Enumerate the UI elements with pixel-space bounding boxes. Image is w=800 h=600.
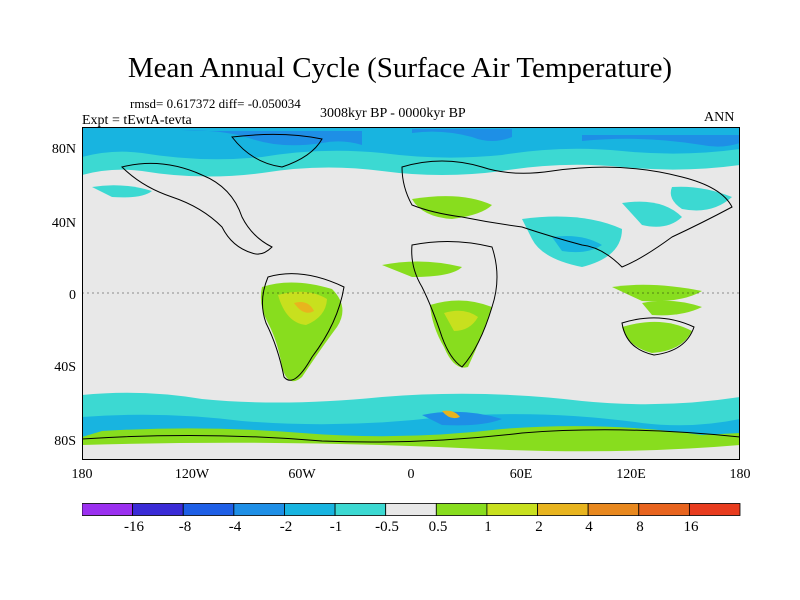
colorbar-box [537,503,589,516]
colorbar-box [182,503,235,516]
colorbar-box [638,503,690,516]
chart-title: Mean Annual Cycle (Surface Air Temperatu… [127,52,673,84]
stats-text: rmsd= 0.617372 diff= -0.050034 [130,96,301,111]
map-frame [82,127,740,460]
experiment-label: Expt = tEwtA-tevta [82,113,192,128]
colorbar-label: -2 [279,519,293,535]
colorbar-box [233,503,285,516]
colorbar-box [82,503,134,516]
colorbar-box [587,503,640,516]
colorbar-label: -1 [329,519,343,535]
colorbar-label: 0.5 [428,519,448,535]
south-america-anomaly [260,282,343,382]
colorbar-label: 4 [585,519,593,535]
colorbar-box [284,503,336,516]
colorbar-label: 1 [484,519,492,535]
colorbar-label: -8 [178,519,192,535]
lat-label-80n: 80N [51,142,76,157]
colorbar-label: 16 [683,519,699,535]
lon-label-60w: 60W [288,467,316,482]
colorbar-label: -16 [124,519,144,535]
lon-label-120e: 120E [616,467,646,482]
lat-label-40s: 40S [54,360,76,375]
colorbar-box [486,503,538,516]
lon-label-180e: 180 [729,467,751,482]
colorbar-label: -4 [228,519,242,535]
colorbar [82,503,741,516]
colorbar-label: 2 [535,519,543,535]
colorbar-box [132,503,184,516]
colorbar-label: -0.5 [375,519,399,535]
colorbar-box [435,503,488,516]
africa-anomaly [430,300,492,368]
lon-label-0: 0 [407,467,415,482]
colorbar-box [385,503,437,516]
period-label: 3008kyr BP - 0000kyr BP [320,106,466,121]
temperature-map [82,127,740,460]
colorbar-box [334,503,387,516]
arctic-anomaly-field [82,127,740,211]
lat-label-0: 0 [69,288,76,303]
colorbar-label: 8 [636,519,644,535]
antarctic-anomaly-field [82,392,740,460]
season-label: ANN [704,110,735,125]
coastlines [82,133,740,443]
lon-label-60e: 60E [509,467,533,482]
lat-label-40n: 40N [51,216,76,231]
colorbar-box [688,503,741,516]
australia-anomaly [622,300,702,353]
lon-label-120w: 120W [174,467,210,482]
lon-label-180w: 180 [71,467,93,482]
lat-label-80s: 80S [54,434,76,449]
